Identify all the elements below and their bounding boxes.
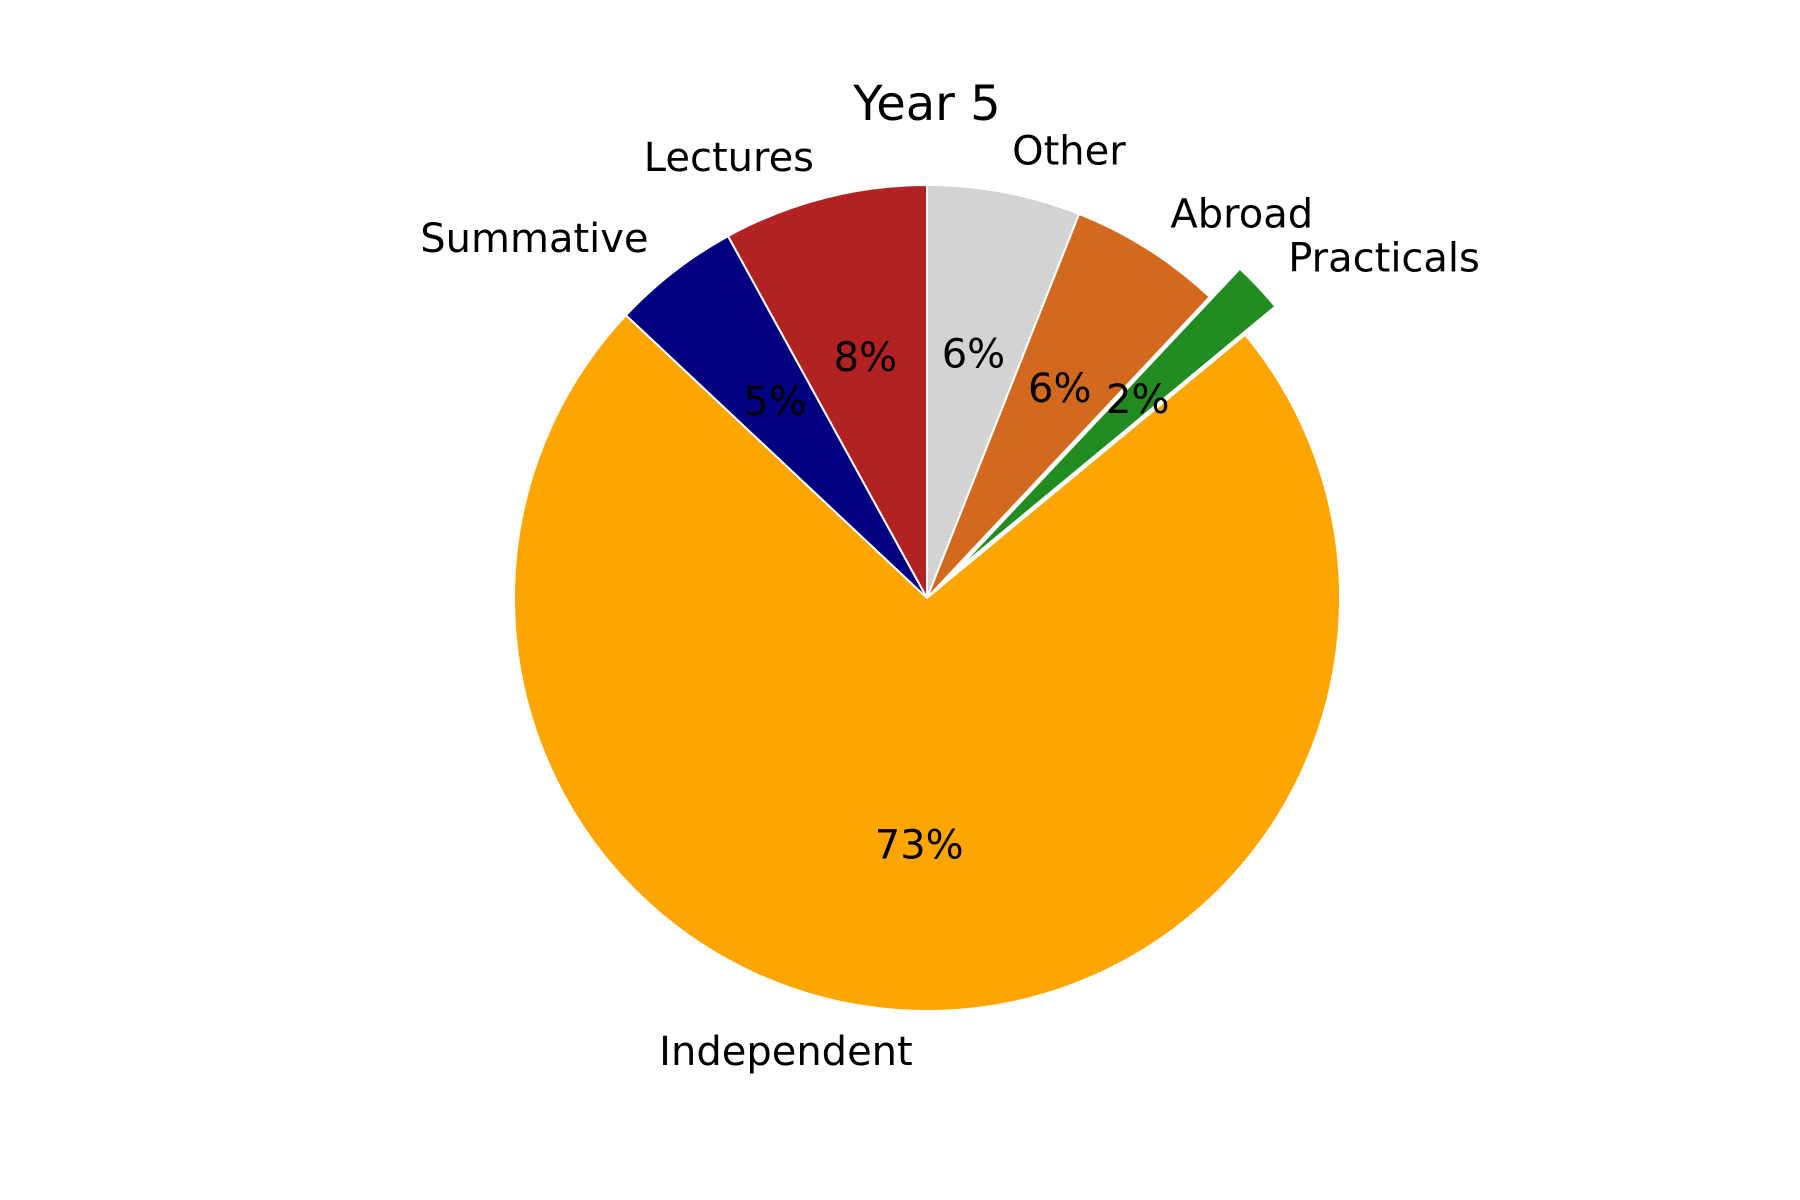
pie-slice-lectures bbox=[727, 184, 928, 599]
pie-category-label-summative: Summative bbox=[420, 216, 648, 262]
pie-category-label-other: Other bbox=[1012, 129, 1126, 175]
pie-pct-label-lectures: 8% bbox=[834, 335, 897, 381]
pie-category-label-independent: Independent bbox=[659, 1029, 913, 1075]
pie-pct-label-summative: 5% bbox=[743, 379, 806, 425]
pie-slice-practicals bbox=[956, 267, 1277, 571]
pie-pct-label-independent: 73% bbox=[875, 823, 964, 869]
chart-title: Year 5 bbox=[852, 76, 1000, 132]
pie-slice-abroad bbox=[926, 213, 1211, 599]
pie-pct-label-practicals: 2% bbox=[1106, 377, 1169, 423]
pie-slice-other bbox=[926, 184, 1081, 599]
pie-labels: 6% Other 6% Abroad 2% Practicals 73% Independen… bbox=[420, 129, 1480, 1075]
pie-pct-label-other: 6% bbox=[942, 332, 1005, 378]
pie-category-label-abroad: Abroad bbox=[1170, 191, 1313, 237]
pie-slice-independent bbox=[513, 314, 1341, 1012]
pie-slices bbox=[513, 184, 1341, 1012]
pie-category-label-practicals: Practicals bbox=[1288, 236, 1480, 282]
pie-pct-label-abroad: 6% bbox=[1028, 366, 1091, 412]
pie-category-label-lectures: Lectures bbox=[644, 135, 814, 181]
